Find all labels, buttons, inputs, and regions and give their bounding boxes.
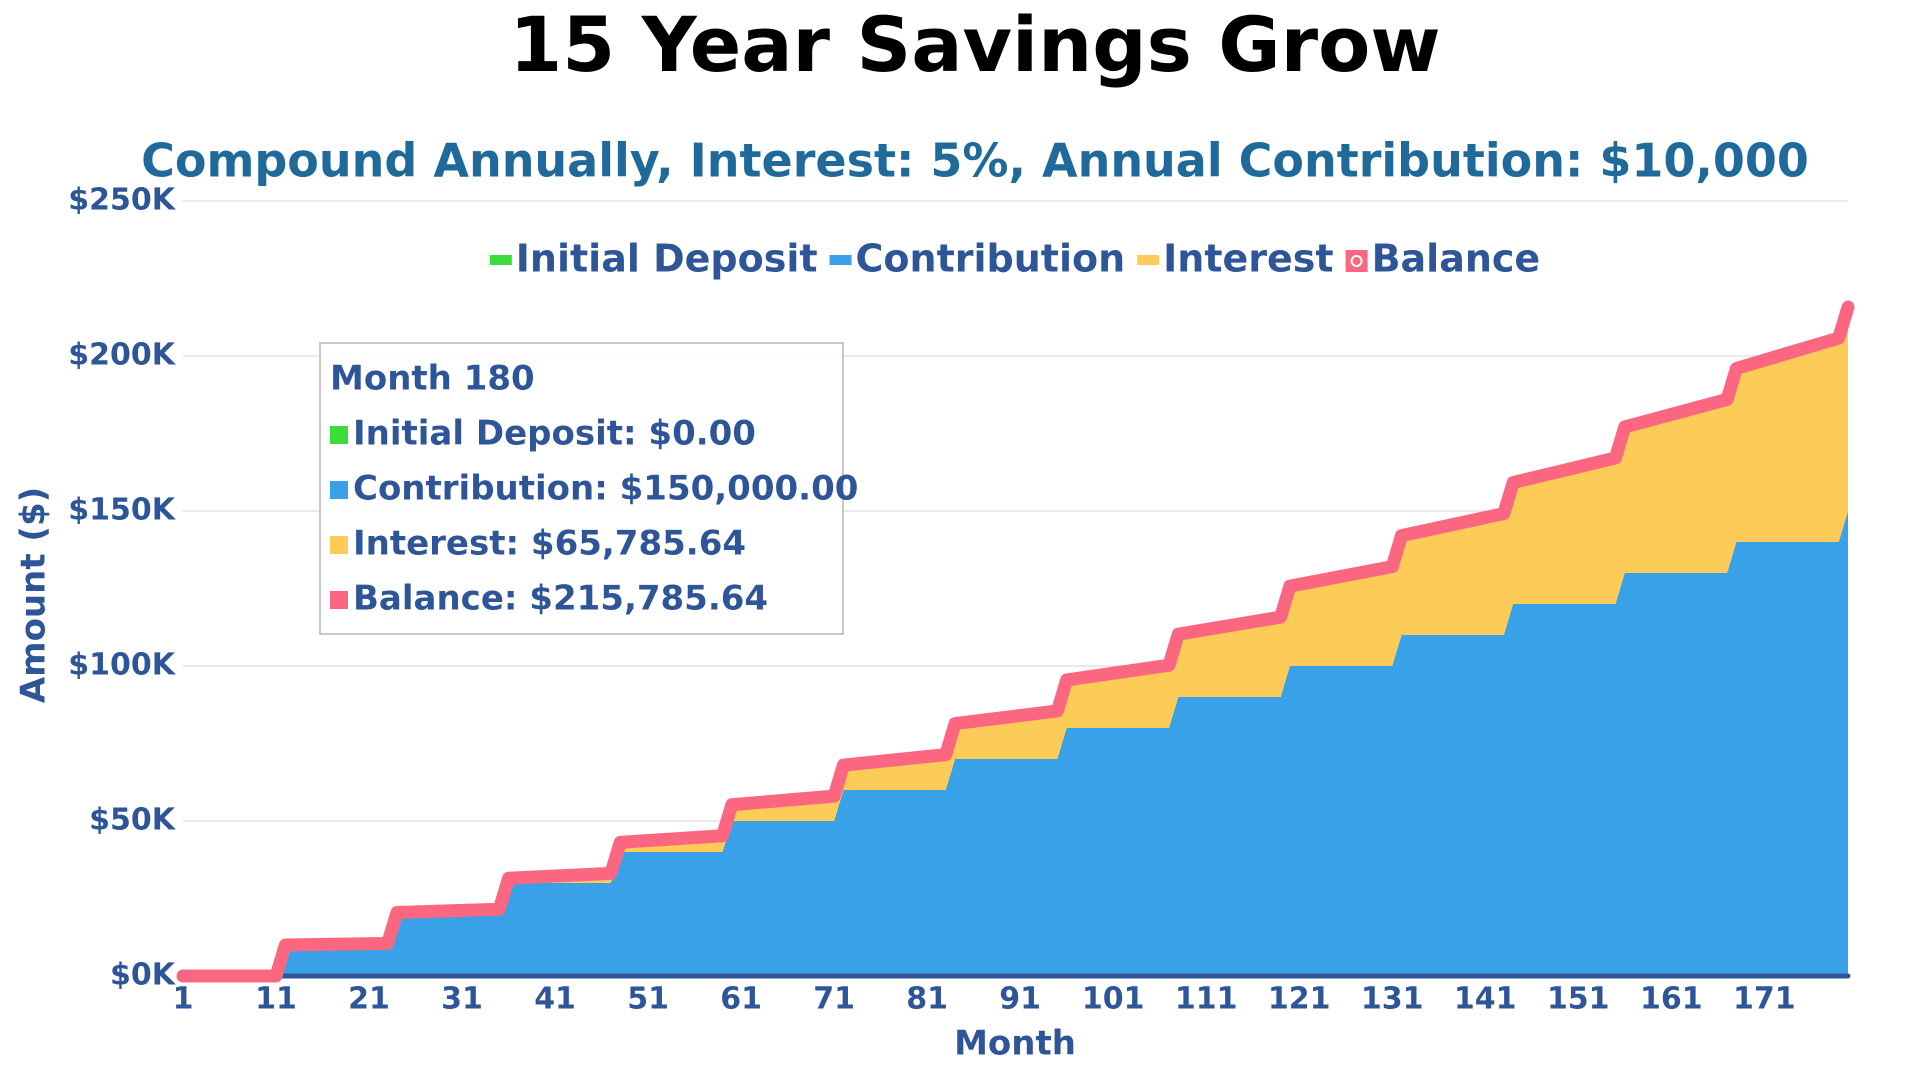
tooltip: Month 180 Initial Deposit: $0.00 Contribut… [319,342,858,635]
y-axis-title: Amount ($) [14,487,54,703]
legend-marker-dot [1350,255,1363,267]
tooltip-box [319,342,844,635]
y-tick-label: $150K [68,493,176,528]
legend-label: Balance [1372,237,1541,281]
x-axis-title: Month [954,1024,1076,1064]
legend-marker [489,255,512,265]
tooltip-marker [330,591,348,609]
x-tick-label: 171 [1733,982,1796,1017]
tooltip-title: Month 180 [330,359,535,399]
line [176,300,1855,983]
legend: Initial Deposit Contribution Interest Balan… [489,237,1541,281]
tooltip-item: Interest: $65,785.64 [353,524,746,564]
legend-label: Contribution [856,237,1126,281]
x-tick-label: 11 [255,982,297,1017]
chart-title: 15 Year Savings Grow [509,0,1440,89]
x-tick-label: 1 [173,982,194,1017]
chart-subtitle: Compound Annually, Interest: 5%, Annual … [141,134,1809,188]
y-tick-label: $100K [68,648,176,683]
x-tick-label: 111 [1175,982,1238,1017]
legend-label: Initial Deposit [516,237,818,281]
x-tick-label: 51 [627,982,669,1017]
y-tick-label: $50K [89,803,177,838]
x-tick-label: 31 [441,982,483,1017]
x-tick-label: 71 [813,982,855,1017]
tooltip-marker [330,426,348,444]
tooltip-marker [330,481,348,499]
y-tick-label: $0K [110,958,177,993]
legend-marker [1137,255,1160,265]
x-tick-label: 121 [1268,982,1331,1017]
legend-label: Interest [1163,237,1333,281]
legend-marker [1345,250,1368,272]
x-tick-label: 21 [348,982,390,1017]
x-tick-label: 141 [1454,982,1517,1017]
x-tick-label: 41 [534,982,576,1017]
legend-marker [829,255,852,265]
tooltip-item: Contribution: $150,000.00 [353,469,858,509]
x-tick-label: 81 [906,982,948,1017]
area [183,511,1848,976]
y-tick-label: $200K [68,338,176,373]
x-tick-label: 91 [999,982,1041,1017]
y-tick-label: $250K [68,183,176,218]
tooltip-item: Initial Deposit: $0.00 [353,414,756,454]
x-tick-label: 131 [1361,982,1424,1017]
tooltip-marker [330,536,348,554]
x-tick-label: 61 [720,982,762,1017]
tooltip-item: Balance: $215,785.64 [353,579,768,619]
x-tick-label: 101 [1082,982,1145,1017]
x-tick-label: 161 [1640,982,1703,1017]
x-tick-label: 151 [1547,982,1610,1017]
